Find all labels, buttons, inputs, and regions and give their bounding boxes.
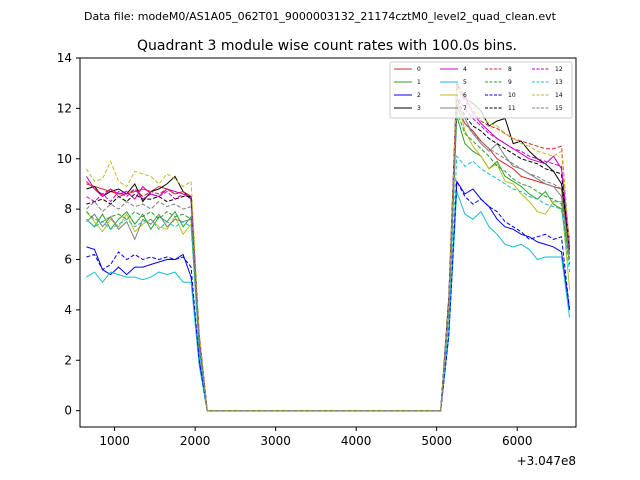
legend-label-4: 4 (463, 66, 467, 73)
x-tick-label: 5000 (421, 434, 452, 448)
y-tick-label: 8 (64, 202, 72, 216)
series-line-11 (86, 98, 571, 412)
series-layer (85, 81, 571, 412)
legend-label-3: 3 (417, 105, 421, 112)
x-axis: 1000 2000 3000 4000 5000 6000 (99, 427, 532, 448)
series-line-5 (86, 191, 571, 412)
x-tick-label: 3000 (260, 434, 291, 448)
legend-label-13: 13 (555, 79, 563, 86)
plot-frame (79, 57, 577, 428)
y-tick-label: 12 (57, 101, 72, 115)
chart-title: Quadrant 3 module wise count rates with … (137, 38, 517, 54)
y-tick-label: 2 (64, 353, 72, 367)
y-axis: 0 2 4 6 8 10 12 14 (57, 51, 80, 418)
y-tick-label: 10 (57, 152, 72, 166)
legend-label-14: 14 (555, 92, 563, 99)
legend-label-9: 9 (508, 79, 512, 86)
y-tick-label: 4 (64, 303, 72, 317)
series-line-2 (86, 179, 571, 412)
y-tick-label: 0 (64, 404, 72, 418)
legend-label-10: 10 (508, 92, 516, 99)
x-tick-label: 1000 (99, 434, 130, 448)
x-tick-label: 2000 (180, 434, 211, 448)
series-line-0 (86, 105, 571, 412)
series-line-10 (86, 179, 571, 412)
series-line-1 (86, 115, 571, 412)
x-axis-offset-text: +3.047e8 (517, 454, 576, 468)
y-tick-label: 14 (57, 51, 72, 65)
legend-label-7: 7 (463, 105, 467, 112)
series-line-13 (86, 154, 571, 412)
legend-label-8: 8 (508, 66, 512, 73)
legend-label-12: 12 (555, 66, 563, 73)
suptitle: Data file: modeM0/AS1A05_062T01_90000031… (84, 10, 557, 23)
series-line-15 (86, 106, 571, 412)
series-line-4 (85, 84, 571, 412)
legend-label-15: 15 (555, 105, 563, 112)
series-line-7 (86, 101, 571, 412)
legend-label-11: 11 (508, 105, 516, 112)
x-tick-label: 6000 (502, 434, 533, 448)
legend-label-2: 2 (417, 92, 421, 99)
legend-label-1: 1 (417, 79, 421, 86)
series-line-14 (85, 84, 571, 412)
legend-label-6: 6 (463, 92, 467, 99)
series-line-8 (86, 86, 571, 412)
legend-label-0: 0 (417, 66, 421, 73)
legend-label-5: 5 (463, 79, 467, 86)
series-line-3 (86, 81, 571, 412)
legend-box (389, 61, 573, 119)
series-line-9 (86, 110, 571, 412)
y-tick-label: 6 (64, 253, 72, 267)
x-tick-label: 4000 (341, 434, 372, 448)
